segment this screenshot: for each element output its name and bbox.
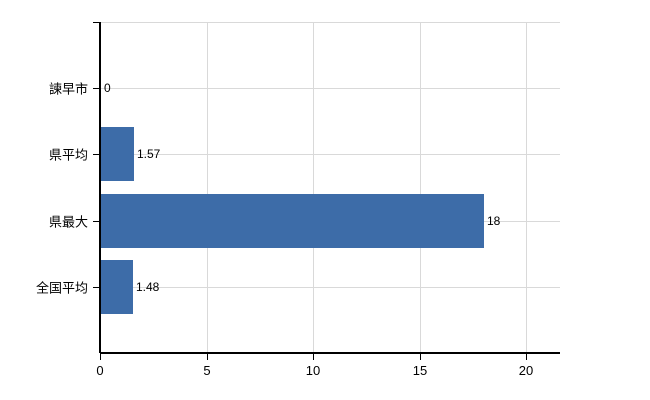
x-tick (526, 353, 527, 360)
y-axis (99, 22, 101, 353)
value-label: 1.57 (137, 147, 161, 161)
category-label: 全国平均 (35, 280, 88, 296)
gridline-vertical (420, 22, 421, 353)
bar-県最大 (101, 194, 484, 248)
x-tick (420, 353, 421, 360)
x-tick (100, 353, 101, 360)
plot-top-border (100, 22, 560, 23)
y-tick (93, 154, 100, 155)
gridline-horizontal (100, 154, 560, 155)
gridline-vertical (207, 22, 208, 353)
x-axis (100, 352, 560, 354)
category-label: 県最大 (48, 214, 88, 230)
bar-全国平均 (101, 260, 133, 314)
y-axis-top-cap (93, 22, 100, 23)
y-tick (93, 221, 100, 222)
gridline-vertical (313, 22, 314, 353)
y-tick (93, 287, 100, 288)
y-tick (93, 88, 100, 89)
x-tick-label: 15 (412, 363, 428, 378)
x-tick-label: 5 (203, 363, 211, 378)
value-label: 1.48 (136, 280, 160, 294)
value-label: 18 (487, 214, 501, 228)
gridline-horizontal (100, 88, 560, 89)
gridline-horizontal (100, 287, 560, 288)
x-tick-label: 10 (305, 363, 321, 378)
category-label: 県平均 (48, 147, 88, 163)
gridline-vertical (526, 22, 527, 353)
value-label: 0 (104, 81, 111, 95)
x-tick (207, 353, 208, 360)
x-tick-label: 0 (96, 363, 104, 378)
x-tick-label: 20 (518, 363, 534, 378)
x-tick (313, 353, 314, 360)
bar-県平均 (101, 127, 134, 181)
category-label: 諫早市 (48, 81, 88, 97)
